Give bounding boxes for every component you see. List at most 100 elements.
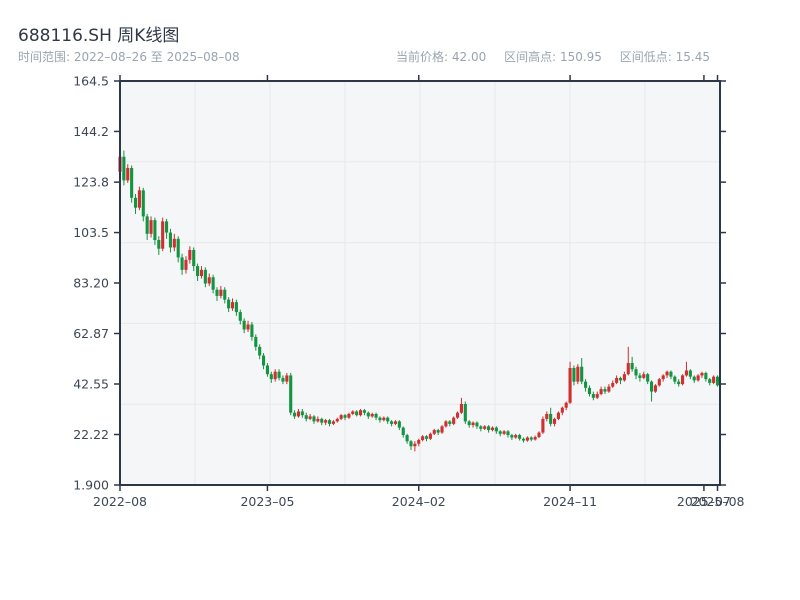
candle-body [176,238,180,258]
candle-body [308,416,312,419]
candle-body [238,312,242,321]
candle [452,416,456,426]
candle [130,165,134,203]
candle-body [390,421,394,424]
candle-body [246,324,250,330]
candle [518,433,522,441]
candle [246,320,250,332]
candle-body [611,382,615,387]
candle [293,410,297,419]
candle [626,346,630,376]
candle [285,372,289,385]
candle [397,420,401,431]
candle [494,426,498,434]
candle [665,370,669,378]
candle [351,410,355,416]
candle [537,431,541,439]
candle [133,194,138,214]
candle [370,412,374,418]
candle-body [370,413,374,417]
candle-body [362,410,366,413]
candle-body [296,411,301,417]
date-range-value: 2022–08–26 至 2025–08–08 [73,50,240,64]
x-tick-label: 2025–07 [677,494,731,509]
candle-body [681,375,685,385]
tick-marks [114,75,726,491]
candles [118,114,720,452]
candle-body [262,355,266,366]
candle [646,372,650,385]
candle-body [192,249,196,267]
candle-body [502,431,506,434]
candle [560,406,564,416]
y-tick-label: 62.87 [73,326,109,341]
candle-body [700,372,704,376]
candle [673,375,677,385]
candle [405,433,409,444]
candle [184,256,188,274]
y-tick-label: 1.900 [73,478,109,493]
candle-body [669,371,673,377]
candle-body [708,379,712,383]
candle-body [584,381,588,388]
price-stats: 当前价格: 42.00 区间高点: 150.95 区间低点: 15.45 [396,48,724,65]
candle [343,413,347,421]
candle [440,425,444,434]
candle-body [661,375,665,380]
candle [230,298,235,311]
candle [331,420,335,426]
candle-body [351,411,355,414]
candle-body [405,435,409,442]
candle [498,430,502,437]
candle [618,376,623,385]
candle [359,408,363,417]
candle-body [355,411,359,416]
candle-body [673,376,677,382]
candle [696,374,700,382]
candle-body [168,232,172,248]
candle [541,416,545,434]
candle-body [533,437,537,440]
candle-body [258,346,262,356]
x-tick-label: 2022–08 [93,494,147,509]
candle [611,380,615,388]
candle [599,386,603,396]
candle [262,353,266,370]
candle-body [490,427,495,431]
candle [386,416,390,424]
date-range: 时间范围: 2022–08–26 至 2025–08–08 [18,48,240,65]
candle-body [471,422,475,426]
candle-body [374,413,378,418]
candle-body [378,417,382,421]
candle-body [607,386,611,392]
candle [630,356,634,372]
x-tick-label: 2024–11 [543,494,597,509]
candle [242,318,246,334]
candle [390,420,394,427]
candle-body [157,240,161,249]
candle-body [199,269,204,277]
candle [525,436,529,442]
candle [463,401,467,424]
candle-body [184,259,188,270]
candle-body [293,412,297,417]
candle-body [444,421,448,427]
range-low-stat: 区间低点: 15.45 [620,50,710,64]
candle [324,418,328,426]
candle [712,375,716,385]
candle [661,374,665,382]
candle-body [677,381,681,385]
candle [595,391,599,400]
candle-body [452,417,456,424]
candle-body [242,320,246,330]
candle-body [487,426,491,431]
candle-body [428,433,432,439]
candle-body [715,376,720,386]
candle-body [382,417,386,421]
candle-body [552,418,557,424]
candle [265,363,269,377]
candle [145,213,149,241]
candle-body [207,277,211,284]
candle [622,371,626,382]
range-high-value: 150.95 [559,50,602,64]
